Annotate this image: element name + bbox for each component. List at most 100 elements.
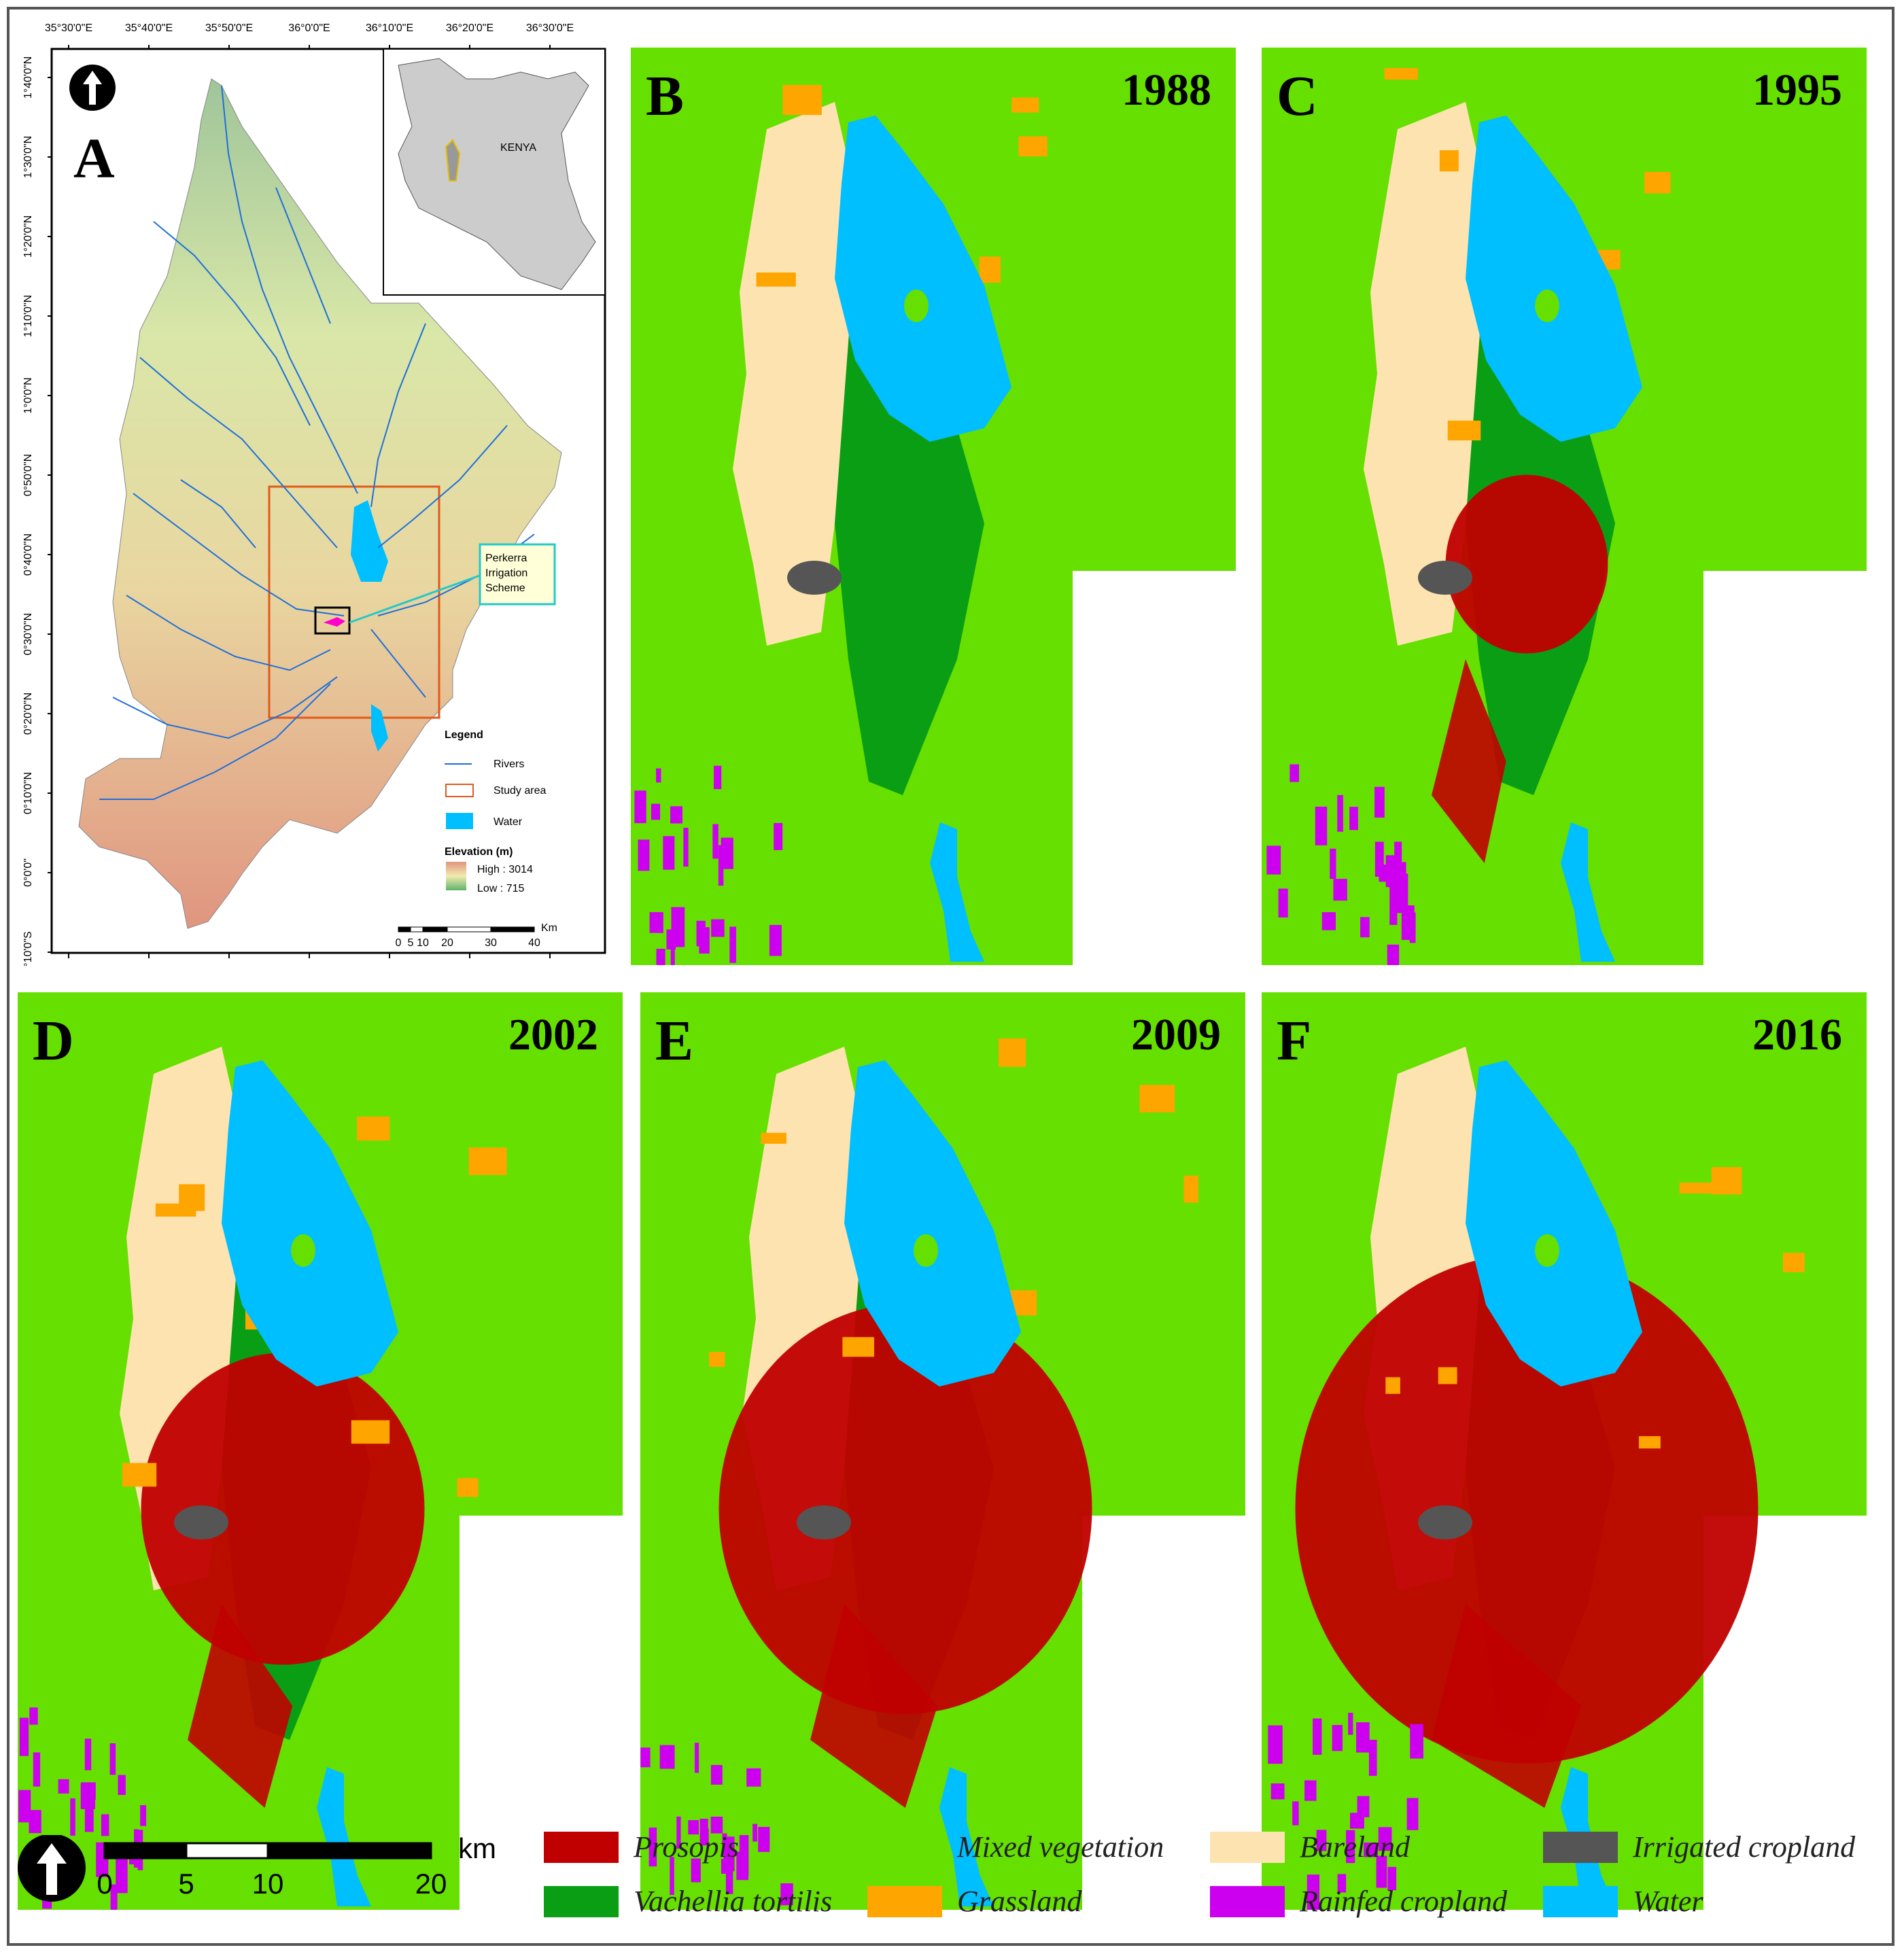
scale-unit: Km — [541, 922, 557, 934]
land-cover-map — [1262, 992, 1867, 1910]
grassland-patch — [1384, 68, 1418, 80]
rainfed-patch — [710, 1764, 723, 1785]
panel-year: 1988 — [1122, 65, 1211, 115]
scale-tick: 10 — [417, 937, 429, 949]
island — [1535, 1234, 1559, 1267]
elevation-high: High : 3014 — [477, 864, 533, 875]
legend-item: Bareland — [1210, 1830, 1410, 1864]
lon-tick-label: 36°0'0"E — [288, 22, 330, 34]
rainfed-patch — [29, 1707, 38, 1725]
rainfed-patch — [648, 1828, 657, 1867]
lake-baringo — [1466, 1060, 1642, 1386]
rainfed-patch — [116, 1853, 128, 1894]
lon-tick-label: 35°50'0"E — [205, 22, 253, 34]
legend-item: Vachellia tortilis — [544, 1884, 832, 1919]
island — [291, 1234, 315, 1267]
grassland-patch — [122, 1463, 157, 1487]
inset-study-region — [445, 139, 461, 181]
rainfed-patch — [670, 943, 675, 965]
figure-frame — [7, 7, 1894, 1946]
rainfed-patch — [1360, 917, 1370, 938]
panel-a: 35°30'0"E 35°40'0"E 35°50'0"E 36°0'0"E 36°10… — [18, 18, 616, 966]
rainfed-patch — [670, 806, 682, 824]
rainfed-patch — [70, 1798, 75, 1836]
rainfed-patch — [676, 1816, 681, 1849]
legend-swatch — [1210, 1831, 1285, 1863]
grassland-patch — [155, 1203, 196, 1217]
rainfed-patch — [1376, 1855, 1387, 1888]
lat-tick-label: 0°10'0"N — [22, 772, 34, 814]
rainfed-patch — [659, 1745, 675, 1769]
rainfed-patch — [1292, 1801, 1299, 1826]
prosopis-area — [141, 1353, 425, 1665]
legend-item-label: Rivers — [494, 758, 524, 770]
irrigated-cropland — [1418, 561, 1472, 595]
legend-label: Water — [1633, 1885, 1703, 1918]
land-cover-map — [1262, 48, 1867, 965]
prosopis-south — [1432, 1604, 1582, 1808]
callout-line — [349, 574, 482, 624]
legend-swatch — [1543, 1885, 1618, 1917]
grassland-patch — [1011, 97, 1039, 113]
rainfed-patch — [683, 828, 689, 867]
rainfed-patch — [101, 1814, 109, 1836]
scale-tick: 20 — [441, 937, 453, 949]
rainfed-patch — [1337, 795, 1343, 832]
rainfed-patch — [1330, 848, 1336, 879]
rainfed-patch — [109, 1743, 116, 1775]
grassland-patch — [1139, 1085, 1175, 1113]
grassland-patch — [351, 1420, 390, 1444]
rainfed-patch — [1270, 1783, 1285, 1800]
lake-baringo — [222, 1060, 398, 1386]
prosopis-area — [719, 1304, 1092, 1714]
scale-tick: 0 — [396, 937, 402, 949]
rainfed-patch — [769, 924, 782, 956]
land-cover-map — [631, 48, 1236, 965]
perkerra-box — [314, 606, 351, 635]
lake-bogoria-small — [371, 704, 388, 752]
rainfed-patch — [140, 1805, 147, 1826]
main-scalebar-graphic: 0 5 10 20 km — [18, 1832, 496, 1902]
rainfed-patch — [656, 948, 665, 965]
grassland-patch — [1438, 1367, 1457, 1384]
grassland-patch — [357, 1116, 390, 1141]
north-arrow-icon — [69, 65, 116, 111]
rainfed-patch — [718, 845, 724, 886]
island — [904, 290, 929, 322]
scale-tick: 40 — [528, 937, 540, 949]
grassland-patch — [709, 1352, 725, 1367]
rainfed-patch — [110, 1884, 118, 1910]
irrigated-cropland — [787, 561, 842, 595]
rainfed-patch — [1394, 841, 1402, 866]
panel-label: D — [33, 1009, 74, 1072]
rainfed-patch — [1401, 905, 1415, 940]
legend-item: Prosopis — [544, 1830, 739, 1864]
lon-tick-label: 36°20'0"E — [446, 22, 494, 34]
land-cover-map — [18, 992, 623, 1910]
elevation-title: Elevation (m) — [445, 846, 513, 858]
legend-title: Legend — [445, 729, 483, 741]
rainfed-patch — [1357, 1796, 1370, 1817]
legend-swatch — [544, 1885, 619, 1917]
scale-unit: km — [458, 1835, 496, 1864]
rainfed-patch — [694, 1743, 699, 1773]
map-panel-c: C 1995 — [1262, 48, 1867, 965]
prosopis-south — [188, 1604, 293, 1808]
rainfed-patch — [758, 1826, 770, 1852]
map-panel-b: B 1988 — [631, 48, 1236, 965]
lon-tick-label: 36°30'0"E — [526, 22, 574, 34]
island — [914, 1234, 938, 1267]
rainfed-patch — [1398, 862, 1406, 884]
rainfed-patch — [656, 768, 661, 783]
legend-item: Irrigated cropland — [1543, 1830, 1855, 1864]
grassland-patch — [1385, 1377, 1400, 1394]
legend-label: Grassland — [957, 1885, 1082, 1918]
lake-baringo — [1466, 116, 1642, 442]
rainfed-patch — [1385, 855, 1400, 888]
elevation-low: Low : 715 — [477, 883, 524, 894]
map-panel-f: F 2016 — [1262, 992, 1867, 1910]
lake-bogoria — [317, 1767, 371, 1906]
legend-item-label: Study area — [494, 785, 546, 797]
panel-year: 2009 — [1131, 1010, 1221, 1060]
irrigated-cropland — [1418, 1505, 1472, 1539]
